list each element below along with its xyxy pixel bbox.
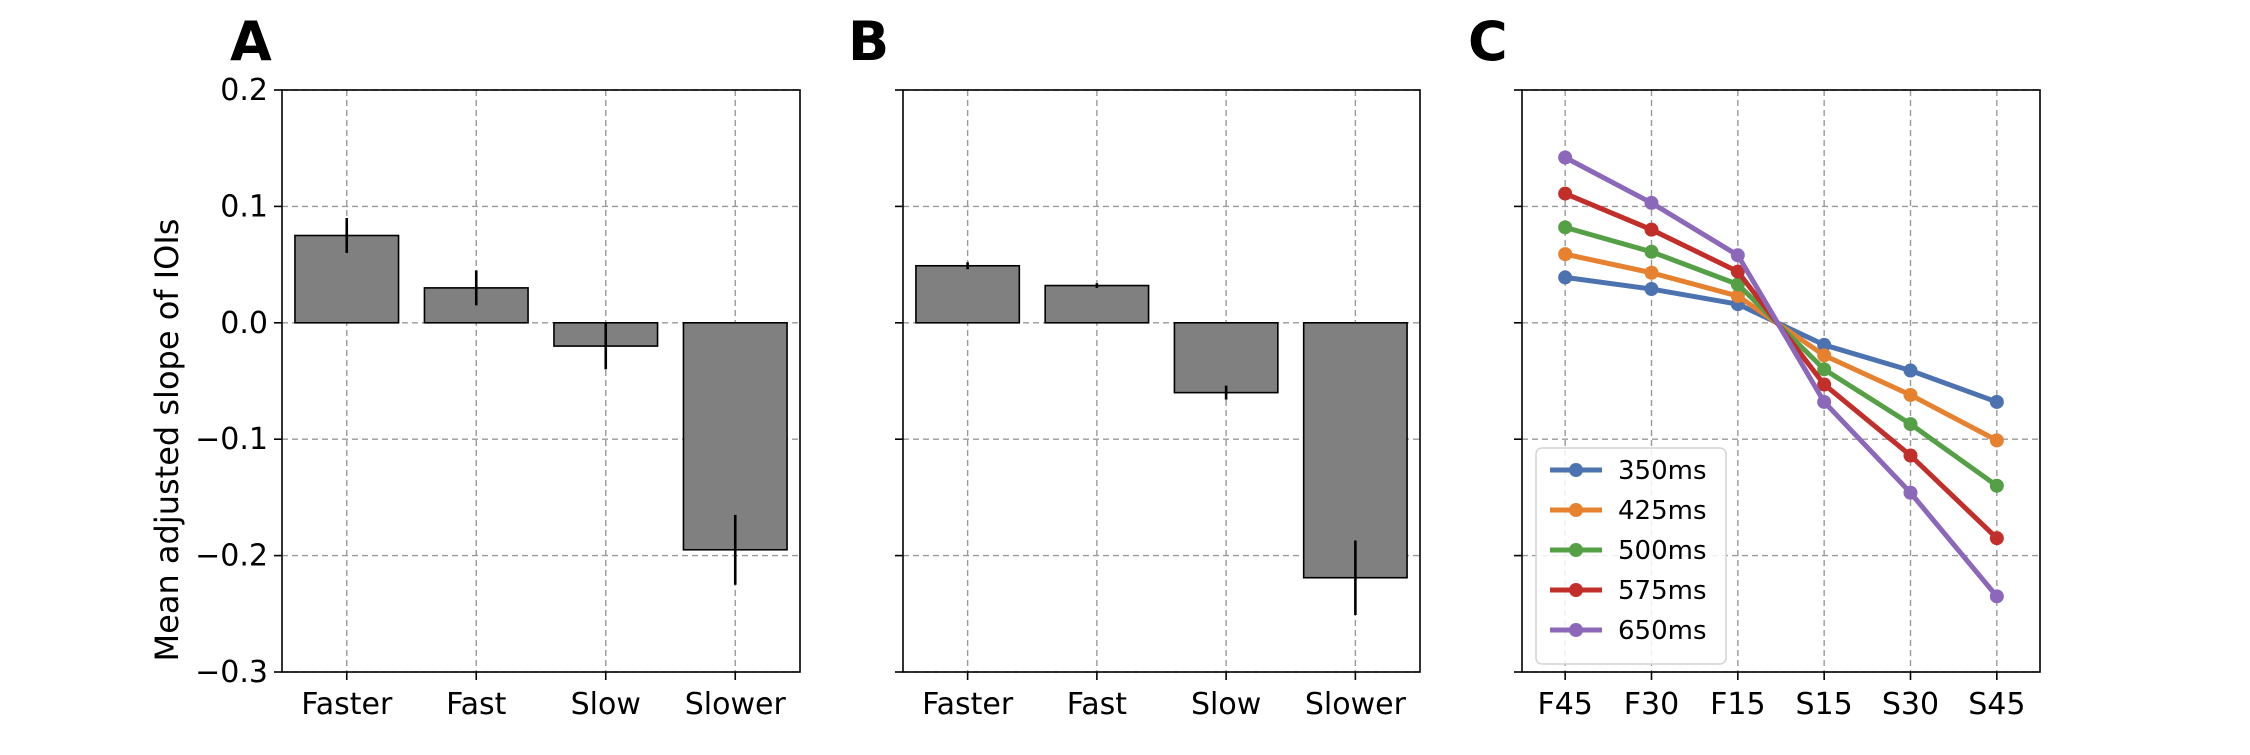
y-tick-label: 0.2: [220, 73, 268, 108]
legend-marker-350ms: [1569, 463, 1583, 477]
panel-c-x-tick-label: S45: [1968, 687, 2025, 722]
panel-b-x-tick-label: Fast: [1067, 687, 1128, 722]
panel-a-x-tick-label: Fast: [446, 687, 507, 722]
panel-c-point-575ms: [1558, 186, 1573, 201]
y-axis-title: Mean adjusted slope of IOIs: [148, 219, 186, 662]
panel-b-frame: [902, 89, 1421, 673]
legend-box: [1535, 447, 1727, 665]
panel-c-x-tick-label: S30: [1882, 687, 1939, 722]
panel-c-point-650ms: [1903, 485, 1918, 500]
panel-c-x-tick-label: F30: [1624, 687, 1679, 722]
legend-label: 575ms: [1618, 576, 1707, 606]
panel-c-x-tick-label: S15: [1796, 687, 1853, 722]
panel-b-bar-fast: [1044, 284, 1150, 324]
panel-c-point-425ms: [1730, 289, 1745, 304]
legend-marker-425ms: [1569, 503, 1583, 517]
panel-a-bar-slower: [682, 321, 788, 551]
panel-c-line-650ms: [1564, 155, 1999, 598]
panel-c-line-350ms: [1564, 274, 1998, 405]
panel-b-bar-slower: [1302, 321, 1408, 579]
panel-c-point-575ms: [1817, 377, 1832, 392]
legend-label: 425ms: [1618, 496, 1707, 526]
panel-b-x-tick-label: Slower: [1305, 687, 1407, 722]
panel-b-x-tick-label: Slow: [1191, 687, 1261, 722]
panel-c-point-350ms: [1817, 337, 1832, 352]
legend-marker-500ms: [1569, 543, 1583, 557]
legend-label: 350ms: [1618, 456, 1707, 486]
panel-b-x-tick-label: Faster: [922, 687, 1014, 722]
panel-c-point-350ms: [1558, 270, 1573, 285]
panel-c-point-350ms: [1989, 394, 2004, 409]
y-tick-label: 0.1: [220, 189, 268, 224]
panel-c-point-425ms: [1644, 265, 1659, 280]
panel-c-point-500ms: [1817, 362, 1832, 377]
panel-c-point-500ms: [1558, 220, 1573, 235]
panel-c-point-500ms: [1989, 478, 2004, 493]
y-tick-label: −0.2: [195, 539, 268, 574]
panel-c-point-575ms: [1903, 448, 1918, 463]
panel-c-x-tick-label: F15: [1710, 687, 1765, 722]
panel-c-point-650ms: [1730, 248, 1745, 263]
panel-a-x-tick-label: Faster: [301, 687, 393, 722]
y-tick-label: −0.3: [195, 655, 268, 690]
panel-c-point-425ms: [1558, 247, 1573, 262]
panel-c-point-575ms: [1989, 531, 2004, 546]
panel-c-point-650ms: [1558, 150, 1573, 165]
legend-marker-575ms: [1569, 583, 1583, 597]
legend-marker-650ms: [1569, 623, 1583, 637]
legend-label: 650ms: [1618, 616, 1707, 646]
panel-c-point-575ms: [1730, 264, 1745, 279]
panel-c-point-650ms: [1817, 394, 1832, 409]
panel-c-point-425ms: [1817, 348, 1832, 363]
panel-b-bar-faster: [915, 264, 1021, 324]
panel-c-line-425ms: [1564, 251, 1998, 443]
panel-c-point-500ms: [1644, 244, 1659, 259]
y-tick-label: −0.1: [195, 422, 268, 457]
panel-c-point-425ms: [1989, 433, 2004, 448]
panel-c-point-500ms: [1730, 277, 1745, 292]
panel-c-point-650ms: [1989, 589, 2004, 604]
panel-letter-a: A: [230, 10, 272, 73]
panel-c-point-500ms: [1903, 417, 1918, 432]
legend-label: 500ms: [1618, 536, 1707, 566]
panel-c-x-tick-label: F45: [1537, 687, 1592, 722]
panel-c-point-425ms: [1903, 387, 1918, 402]
panel-b-bar-slow: [1173, 321, 1279, 394]
panel-a-x-tick-label: Slower: [685, 687, 787, 722]
panel-a-frame: [281, 89, 801, 673]
panel-c-frame: [1521, 89, 2041, 673]
panel-a-x-tick-label: Slow: [571, 687, 641, 722]
panel-letter-c: C: [1468, 10, 1508, 73]
panel-c-point-650ms: [1644, 195, 1659, 210]
panel-letter-b: B: [848, 10, 889, 73]
panel-c-point-350ms: [1903, 363, 1918, 378]
panel-c-point-350ms: [1644, 282, 1659, 297]
panel-c-point-575ms: [1644, 222, 1659, 237]
y-tick-label: 0.0: [220, 306, 268, 341]
